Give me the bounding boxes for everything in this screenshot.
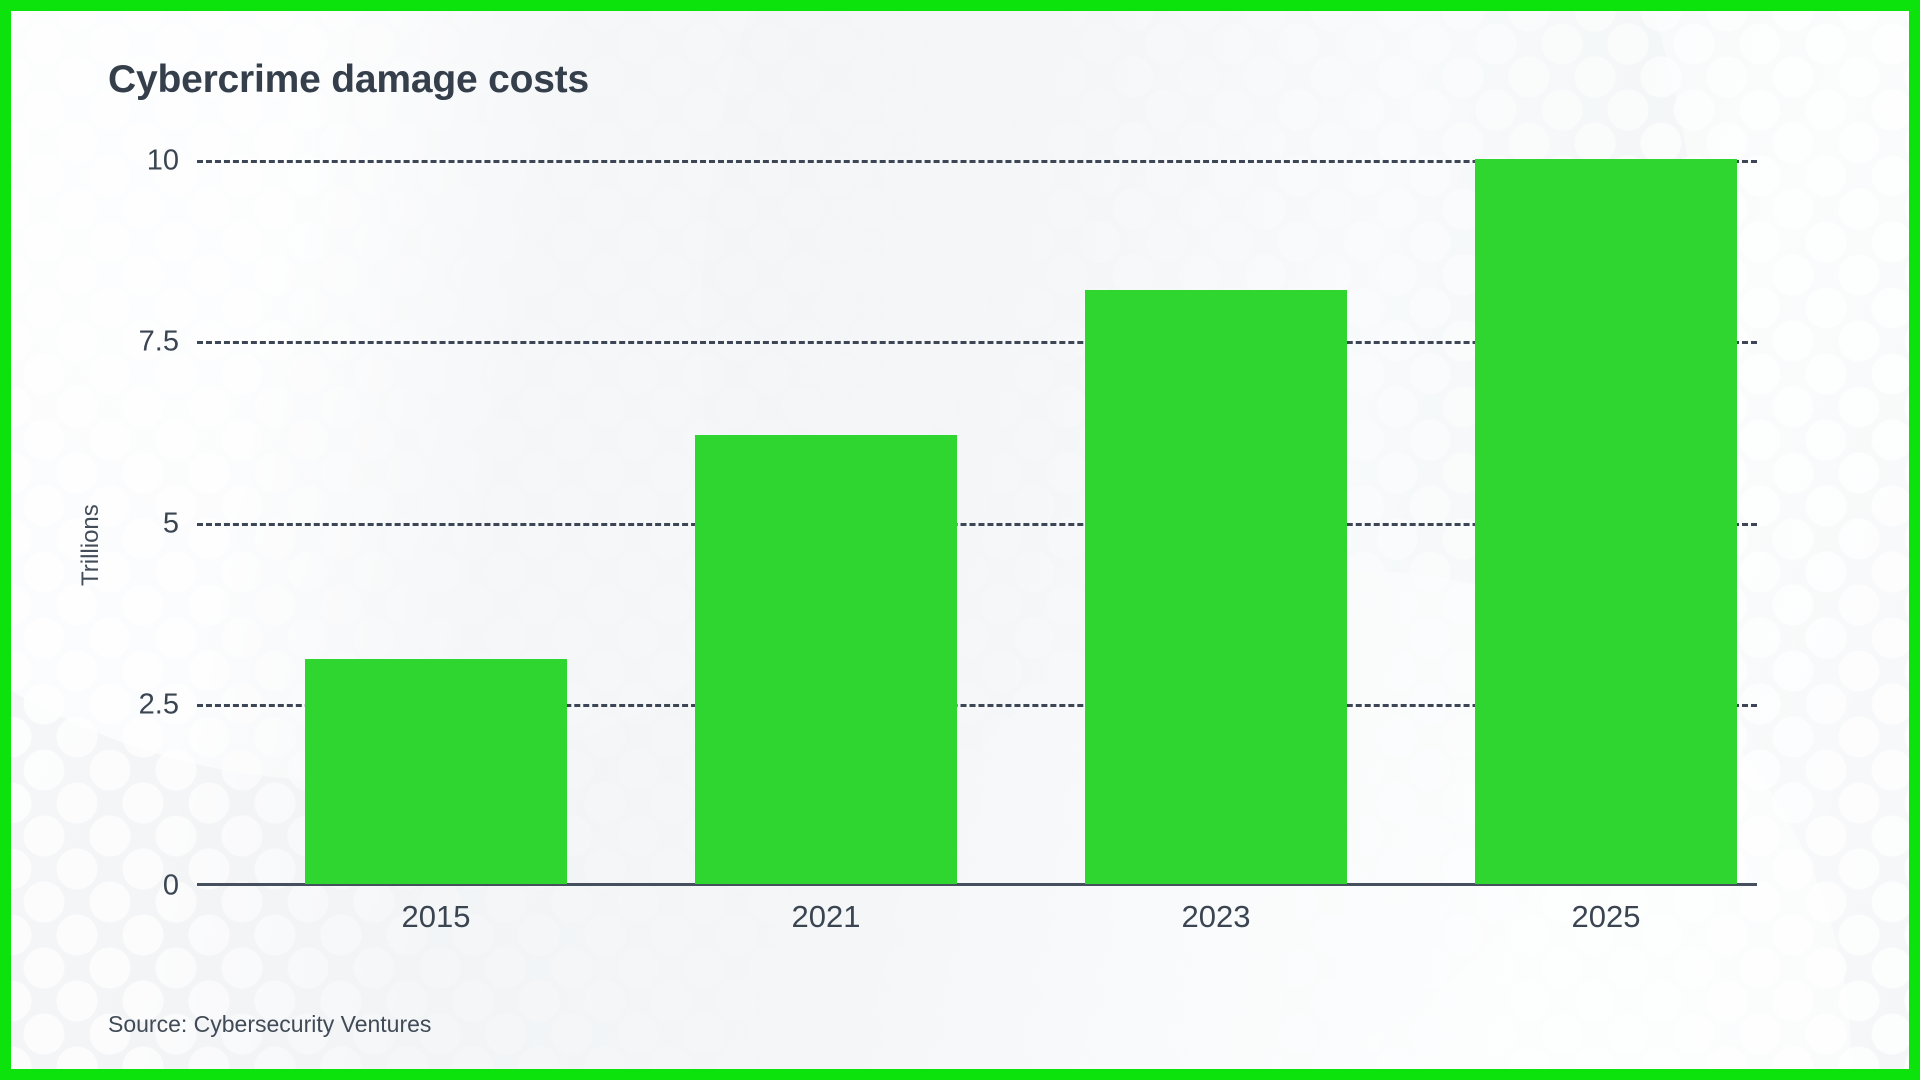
x-axis-tick-label: 2023	[1181, 899, 1251, 934]
bar-2025	[1475, 159, 1737, 884]
gridline	[197, 341, 1757, 345]
x-axis-tick-label: 2015	[401, 899, 471, 934]
y-axis-tick-label: 5	[162, 507, 179, 539]
chart-title: Cybercrime damage costs	[108, 58, 589, 101]
x-axis-tick-label: 2021	[791, 899, 861, 934]
chart-content: Cybercrime damage costs Trillions 0 2.5 5 7…	[11, 11, 1909, 1069]
x-axis-tick-label: 2025	[1571, 899, 1641, 934]
y-axis-tick-label: 2.5	[138, 688, 179, 721]
x-axis-line	[197, 883, 1757, 886]
gridline	[197, 703, 1757, 707]
y-axis-tick-label: 0	[162, 869, 179, 902]
bar-2015	[305, 659, 567, 884]
y-axis-tick-label: 10	[146, 144, 179, 177]
source-note: Source: Cybersecurity Ventures	[108, 1011, 432, 1037]
bar-2021	[695, 434, 957, 884]
y-axis-tick-label: 7.5	[138, 325, 179, 358]
gridline	[197, 522, 1757, 526]
plot-area: 0 2.5 5 7.5 10 2015 2021 2023 2025	[139, 145, 1757, 934]
gridline	[197, 160, 1757, 163]
bar-2023	[1085, 289, 1347, 884]
y-axis-title: Trillions	[77, 504, 104, 586]
